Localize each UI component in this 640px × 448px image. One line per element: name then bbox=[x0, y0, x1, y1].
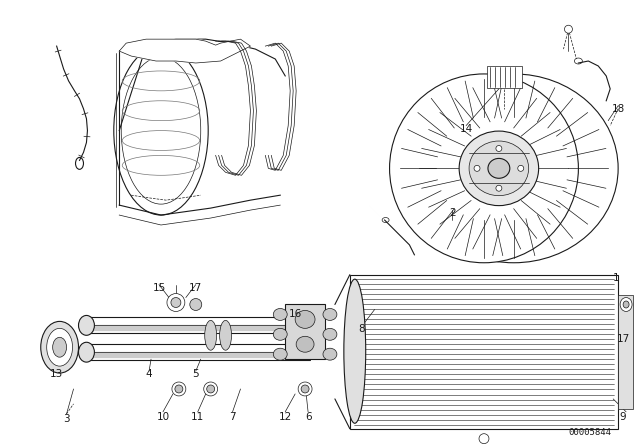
Ellipse shape bbox=[323, 328, 337, 340]
Ellipse shape bbox=[469, 141, 529, 196]
Ellipse shape bbox=[323, 348, 337, 360]
Ellipse shape bbox=[172, 382, 186, 396]
Ellipse shape bbox=[479, 434, 489, 444]
Ellipse shape bbox=[301, 385, 309, 393]
Ellipse shape bbox=[190, 298, 202, 310]
Ellipse shape bbox=[295, 310, 315, 328]
Text: 3: 3 bbox=[63, 414, 70, 424]
Ellipse shape bbox=[220, 320, 232, 350]
Ellipse shape bbox=[79, 315, 95, 335]
Ellipse shape bbox=[323, 309, 337, 320]
Text: 7: 7 bbox=[229, 412, 236, 422]
Ellipse shape bbox=[121, 57, 201, 204]
Ellipse shape bbox=[474, 165, 480, 171]
FancyBboxPatch shape bbox=[285, 305, 325, 359]
Ellipse shape bbox=[518, 165, 524, 171]
Ellipse shape bbox=[167, 293, 185, 311]
Text: 11: 11 bbox=[191, 412, 204, 422]
Ellipse shape bbox=[390, 74, 579, 263]
Polygon shape bbox=[119, 39, 250, 63]
Ellipse shape bbox=[298, 382, 312, 396]
Ellipse shape bbox=[273, 348, 287, 360]
Ellipse shape bbox=[79, 342, 95, 362]
Text: 6: 6 bbox=[305, 412, 312, 422]
Text: 15: 15 bbox=[152, 283, 166, 293]
Text: 12: 12 bbox=[278, 412, 292, 422]
Ellipse shape bbox=[459, 131, 539, 206]
Ellipse shape bbox=[175, 385, 183, 393]
Ellipse shape bbox=[564, 25, 572, 33]
Text: 17: 17 bbox=[616, 334, 630, 344]
Ellipse shape bbox=[623, 301, 629, 308]
Ellipse shape bbox=[204, 382, 218, 396]
Ellipse shape bbox=[52, 337, 67, 357]
Ellipse shape bbox=[205, 320, 217, 350]
Text: 17: 17 bbox=[189, 283, 202, 293]
Ellipse shape bbox=[496, 185, 502, 191]
Ellipse shape bbox=[41, 321, 79, 373]
Ellipse shape bbox=[488, 159, 510, 178]
Text: 00005844: 00005844 bbox=[568, 428, 611, 437]
Ellipse shape bbox=[296, 336, 314, 352]
Text: 8: 8 bbox=[358, 324, 365, 334]
Ellipse shape bbox=[496, 146, 502, 151]
Ellipse shape bbox=[273, 328, 287, 340]
Ellipse shape bbox=[207, 385, 214, 393]
Ellipse shape bbox=[575, 58, 582, 64]
FancyBboxPatch shape bbox=[618, 294, 633, 409]
Ellipse shape bbox=[620, 297, 632, 311]
Text: 5: 5 bbox=[193, 369, 199, 379]
Text: 2: 2 bbox=[449, 208, 456, 218]
Text: 10: 10 bbox=[156, 412, 170, 422]
Text: 9: 9 bbox=[620, 412, 627, 422]
Text: 18: 18 bbox=[611, 104, 625, 114]
Ellipse shape bbox=[114, 46, 208, 215]
Ellipse shape bbox=[410, 74, 618, 263]
Text: 13: 13 bbox=[50, 369, 63, 379]
FancyBboxPatch shape bbox=[487, 66, 522, 88]
Text: 14: 14 bbox=[460, 124, 473, 134]
Ellipse shape bbox=[273, 309, 287, 320]
FancyBboxPatch shape bbox=[350, 275, 618, 429]
Ellipse shape bbox=[47, 328, 72, 366]
Text: 1: 1 bbox=[613, 273, 620, 283]
Text: 4: 4 bbox=[146, 369, 152, 379]
Text: 16: 16 bbox=[289, 310, 302, 319]
Ellipse shape bbox=[171, 297, 181, 307]
Ellipse shape bbox=[344, 279, 365, 423]
